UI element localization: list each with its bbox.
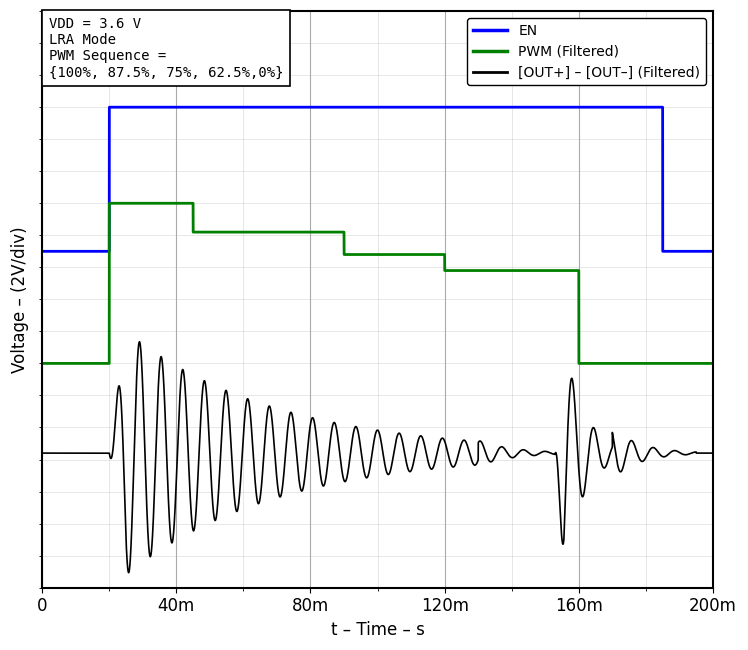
X-axis label: t – Time – s: t – Time – s [331, 621, 425, 639]
Text: VDD = 3.6 V
LRA Mode
PWM Sequence =
{100%, 87.5%, 75%, 62.5%,0%}: VDD = 3.6 V LRA Mode PWM Sequence = {100… [49, 17, 283, 79]
Legend: EN, PWM (Filtered), [OUT+] – [OUT–] (Filtered): EN, PWM (Filtered), [OUT+] – [OUT–] (Fil… [467, 18, 706, 85]
Y-axis label: Voltage – (2V/div): Voltage – (2V/div) [11, 226, 29, 372]
